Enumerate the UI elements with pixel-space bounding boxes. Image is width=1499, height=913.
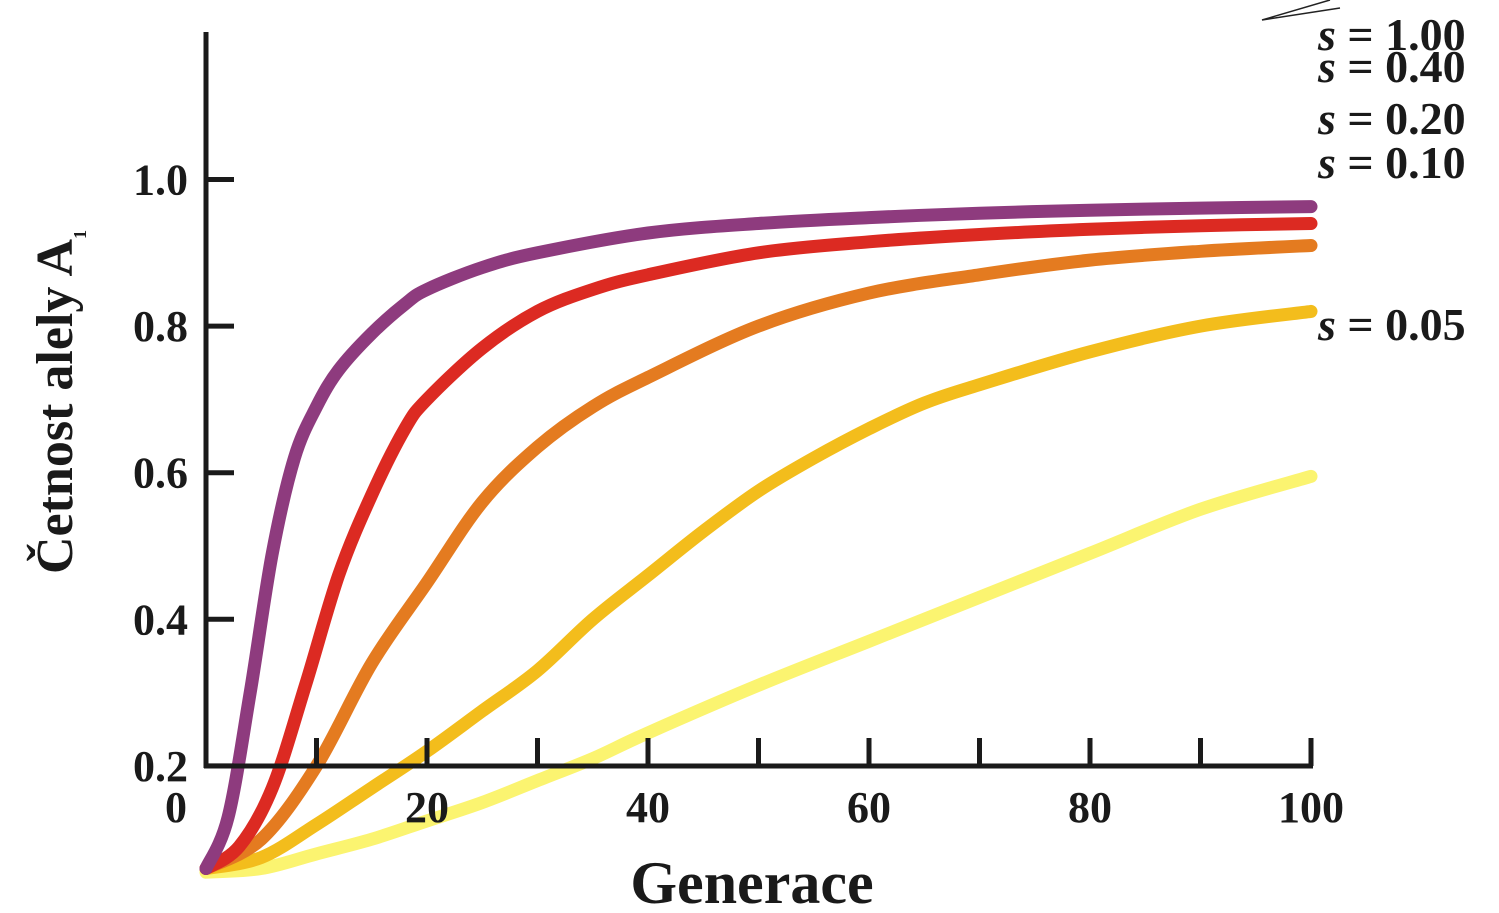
y-axis-title-text: Četnost alely A [26,239,84,575]
series-label-0: s = 1.00 [1317,9,1466,60]
series-label-3: s = 0.10 [1317,137,1466,188]
series-line-2 [199,239,1318,875]
series-label-value-3: = 0.10 [1336,137,1466,188]
x-axis-title: Generace [630,850,873,913]
tick-labels: 0.2 0.4 0.6 0.8 1.0 0 20 40 60 80 100 [133,156,1344,833]
x-tick-label-5: 100 [1278,783,1344,832]
series-labels: s = 1.00s = 0.40s = 0.20s = 0.10s = 0.05 [1317,9,1466,350]
series-label-4: s = 0.05 [1317,299,1466,350]
series-line-4 [199,469,1318,879]
plot-lines [199,200,1318,879]
y-tick-label-1: 0.4 [133,595,188,644]
series-label-value-2: = 0.20 [1336,93,1466,144]
x-tick-label-4: 80 [1068,783,1112,832]
series-label-var-0: s [1317,9,1336,60]
x-tick-label-3: 60 [847,783,891,832]
y-tick-label-2: 0.6 [133,449,188,498]
series-label-var-2: s [1317,93,1336,144]
axes [203,32,1314,769]
x-tick-label-0: 0 [165,783,187,832]
y-axis-title: Četnost alely A1 [26,230,90,574]
series-label-2: s = 0.20 [1317,93,1466,144]
series-label-value-0: = 1.00 [1336,9,1466,60]
series-line-3 [199,304,1318,875]
series-label-value-1: = 0.40 [1336,41,1466,92]
series-label-var-4: s [1317,299,1336,350]
x-tick-label-2: 40 [626,783,670,832]
series-label-var-1: s [1317,41,1336,92]
y-tick-label-0: 0.2 [133,742,188,791]
y-tick-label-4: 1.0 [133,156,188,205]
series-label-value-4: = 0.05 [1336,299,1466,350]
y-axis-title-subscript: 1 [70,230,90,239]
series-line-1 [199,217,1318,875]
callout-pointer [1261,0,1341,21]
x-tick-label-1: 20 [405,783,449,832]
y-tick-label-3: 0.8 [133,302,188,351]
series-label-1: s = 0.40 [1317,41,1466,92]
series-label-var-3: s [1317,137,1336,188]
series-line-0 [199,200,1318,875]
